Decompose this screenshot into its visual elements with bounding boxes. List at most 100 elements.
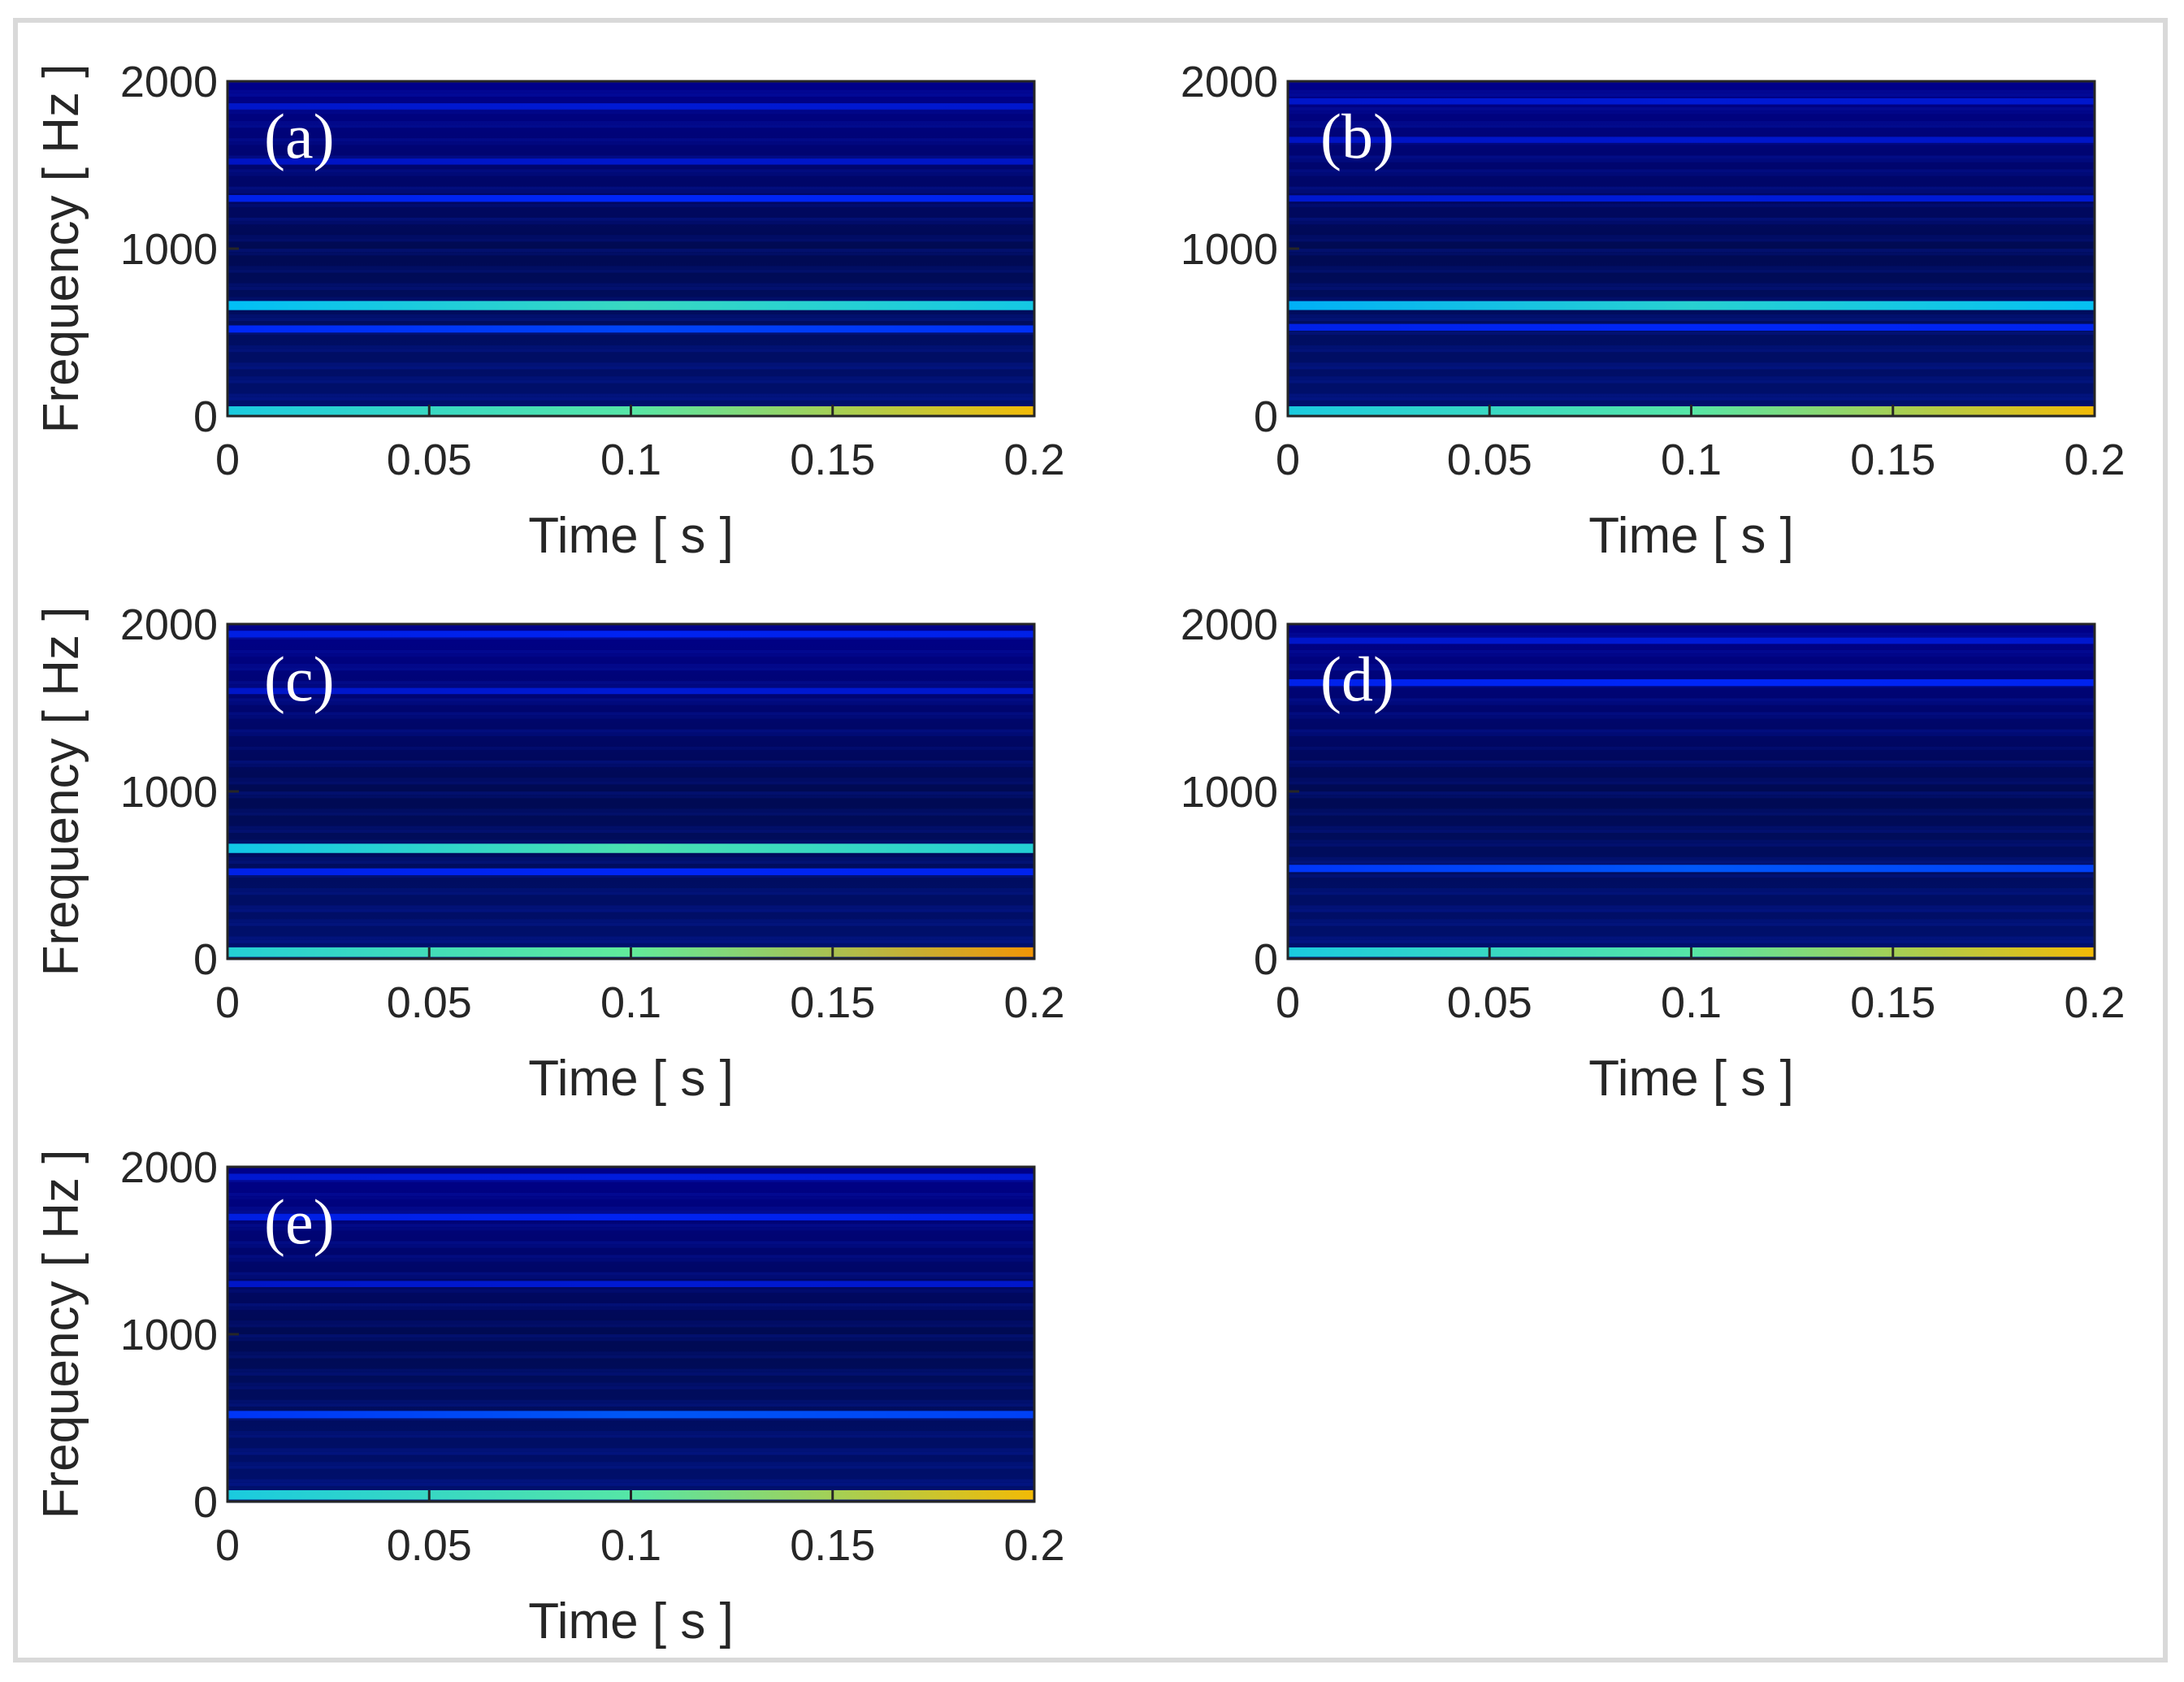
- plot-background: [228, 81, 1034, 416]
- noise-line: [1288, 861, 2095, 865]
- noise-line: [1288, 252, 2095, 256]
- spectral-band: [228, 158, 1034, 165]
- y-axis-label: Frequency [ Hz ]: [33, 1150, 89, 1519]
- noise-line: [228, 93, 1034, 97]
- noise-line: [1288, 701, 2095, 705]
- noise-line: [1288, 93, 2095, 97]
- spectral-band: [1288, 678, 2095, 687]
- noise-line: [228, 297, 1034, 301]
- noise-line: [228, 1385, 1034, 1389]
- noise-line: [228, 1399, 1034, 1403]
- noise-line: [228, 155, 1034, 159]
- spectral-band: [1288, 195, 2095, 202]
- noise-line: [1288, 729, 2095, 733]
- noise-line: [228, 1255, 1034, 1259]
- y-tick-label: 0: [193, 392, 218, 441]
- noise-line: [228, 732, 1034, 736]
- noise-line: [1288, 186, 2095, 190]
- x-tick-label: 0.2: [1003, 1521, 1064, 1570]
- spectral-band: [1288, 865, 2095, 873]
- noise-line: [228, 795, 1034, 799]
- noise-line: [228, 1482, 1034, 1486]
- noise-line: [228, 186, 1034, 190]
- noise-line: [1288, 286, 2095, 290]
- noise-line: [1288, 249, 2095, 253]
- x-tick-label: 0.1: [1661, 436, 1722, 484]
- noise-line: [228, 1289, 1034, 1293]
- noise-line: [1288, 919, 2095, 923]
- noise-line: [228, 397, 1034, 401]
- noise-line: [228, 1448, 1034, 1452]
- noise-line: [228, 908, 1034, 913]
- noise-line: [1288, 843, 2095, 847]
- noise-line: [228, 1403, 1034, 1407]
- noise-line: [228, 781, 1034, 785]
- noise-line: [228, 1196, 1034, 1200]
- noise-line: [1288, 908, 2095, 913]
- y-axis-label: Frequency [ Hz ]: [33, 607, 89, 977]
- noise-line: [1288, 106, 2095, 111]
- noise-line: [228, 1372, 1034, 1376]
- noise-line: [228, 376, 1034, 380]
- noise-line: [228, 653, 1034, 657]
- spectral-band: [228, 868, 1034, 876]
- noise-line: [228, 698, 1034, 702]
- x-axis-label: Time [ s ]: [1588, 1051, 1794, 1107]
- noise-line: [228, 922, 1034, 926]
- y-tick-label: 2000: [120, 58, 218, 106]
- noise-line: [228, 856, 1034, 861]
- noise-line: [1288, 888, 2095, 892]
- noise-line: [228, 1324, 1034, 1328]
- noise-line: [228, 235, 1034, 239]
- x-tick-label: 0.2: [1003, 978, 1064, 1027]
- y-tick-label: 2000: [120, 600, 218, 649]
- noise-line: [228, 649, 1034, 653]
- y-tick-label: 1000: [1181, 225, 1278, 274]
- noise-line: [1288, 111, 2095, 115]
- noise-line: [228, 266, 1034, 270]
- noise-line: [1288, 283, 2095, 287]
- noise-line: [1288, 169, 2095, 173]
- noise-line: [228, 1355, 1034, 1359]
- spectrogram-panel-2: 0 0.05 0.1 0.15 0.2 0 1000 2000 Time [ s ] (b): [1181, 58, 2126, 564]
- noise-line: [228, 1451, 1034, 1455]
- y-tick-label: 1000: [120, 225, 218, 274]
- y-tick-label: 0: [1254, 392, 1278, 441]
- noise-line: [228, 1307, 1034, 1311]
- noise-line: [228, 1224, 1034, 1228]
- noise-line: [228, 221, 1034, 225]
- noise-line: [1288, 698, 2095, 702]
- noise-line: [228, 715, 1034, 719]
- noise-line: [228, 1479, 1034, 1483]
- noise-line: [1288, 297, 2095, 301]
- noise-line: [228, 681, 1034, 685]
- x-tick-label: 0.15: [1850, 436, 1935, 484]
- spectral-band: [228, 1173, 1034, 1181]
- noise-line: [1288, 922, 2095, 926]
- noise-line: [1288, 812, 2095, 816]
- noise-line: [228, 746, 1034, 750]
- noise-line: [1288, 235, 2095, 239]
- y-tick-label: 1000: [120, 768, 218, 817]
- plot-background: [228, 624, 1034, 959]
- spectrogram-panel-1: 0 0.05 0.1 0.15 0.2 0 1000 2000 Time [ s ] Freque…: [33, 58, 1065, 564]
- noise-line: [1288, 649, 2095, 653]
- noise-line: [228, 1417, 1034, 1421]
- noise-line: [1288, 379, 2095, 384]
- y-tick-label: 2000: [120, 1143, 218, 1192]
- noise-line: [228, 217, 1034, 221]
- noise-line: [228, 366, 1034, 370]
- noise-line: [1288, 712, 2095, 716]
- noise-line: [1288, 345, 2095, 349]
- y-tick-label: 0: [193, 935, 218, 984]
- noise-line: [228, 1462, 1034, 1466]
- noise-line: [228, 891, 1034, 895]
- noise-line: [1288, 362, 2095, 366]
- x-tick-label: 0.15: [790, 1521, 875, 1570]
- noise-line: [228, 120, 1034, 124]
- noise-line: [228, 172, 1034, 176]
- noise-line: [1288, 393, 2095, 397]
- noise-line: [228, 269, 1034, 273]
- noise-line: [1288, 217, 2095, 221]
